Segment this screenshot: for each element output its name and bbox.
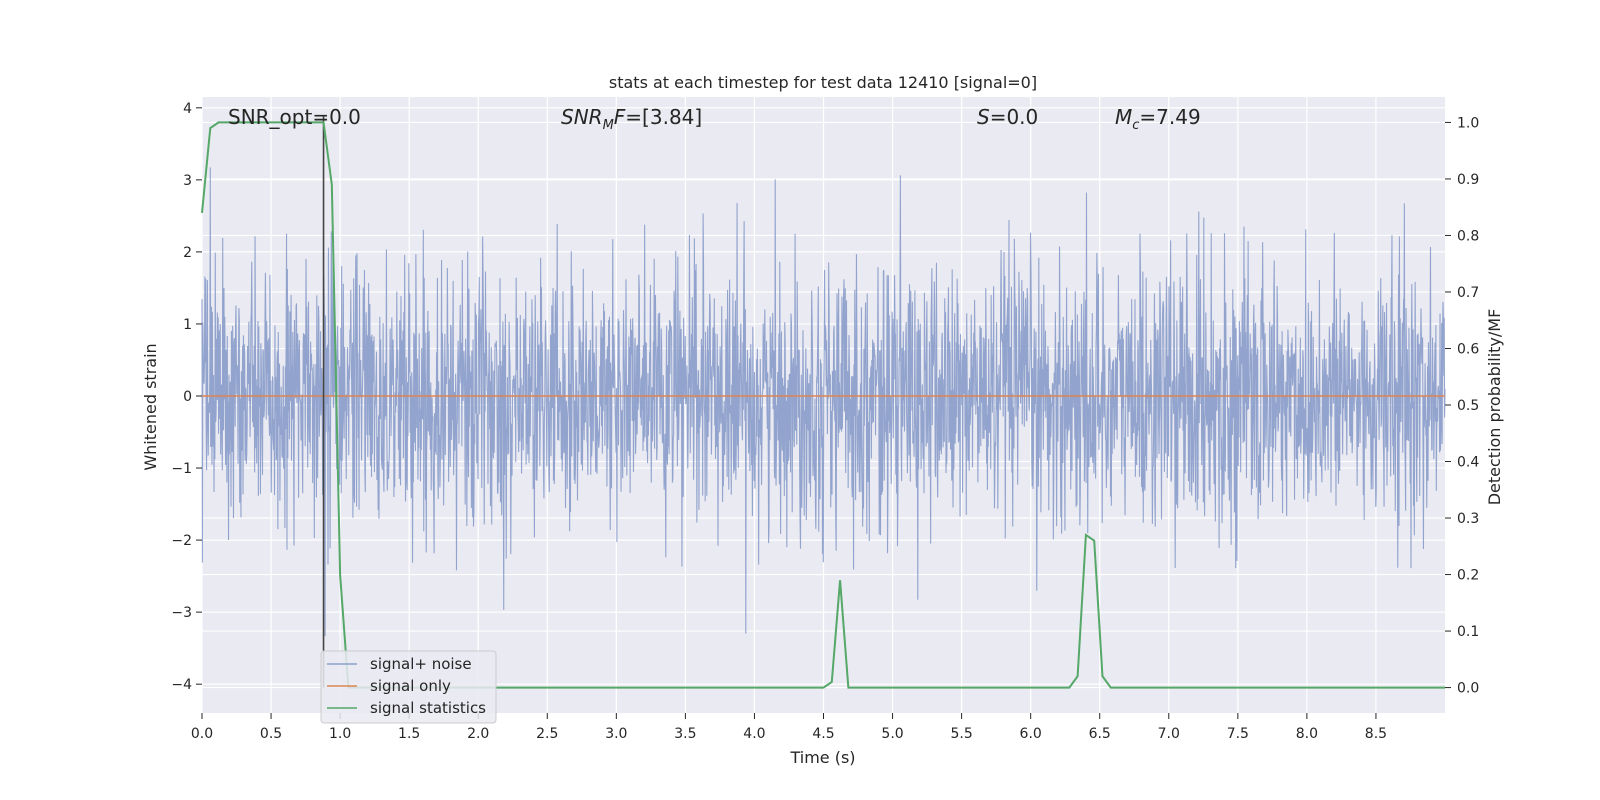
x-tick-label-5: 2.5 (536, 726, 558, 742)
snr-mf-value: =[3.84] (625, 105, 702, 129)
legend-label-noise: signal+ noise (370, 655, 472, 673)
s-value: =0.0 (990, 105, 1039, 129)
y2-tick-label-9: 0.9 (1457, 172, 1479, 188)
y-tick-label-7: 3 (183, 173, 192, 189)
x-tick-label-0: 0.0 (191, 726, 213, 742)
y-tick-label-6: 2 (183, 245, 192, 261)
y-tick-label-1: −3 (171, 605, 192, 621)
x-tick-label-4: 2.0 (467, 726, 489, 742)
y2-tick-label-2: 0.2 (1457, 568, 1479, 584)
x-tick-label-11: 5.5 (950, 726, 972, 742)
snr-mf-italic: SNR (561, 105, 603, 129)
x-tick-label-6: 3.0 (605, 726, 627, 742)
x-tick-label-10: 5.0 (881, 726, 903, 742)
y2-tick-label-4: 0.4 (1457, 455, 1479, 471)
x-tick-label-8: 4.0 (743, 726, 765, 742)
x-tick-label-17: 8.5 (1365, 726, 1387, 742)
y-axis-label: Whitened strain (141, 343, 160, 470)
snr-mf-italic2: F (614, 105, 626, 129)
snr-opt-annotation: SNR_opt=0.0 (228, 105, 361, 129)
y2-tick-label-5: 0.5 (1457, 398, 1479, 414)
y2-tick-label-0: 0.0 (1457, 681, 1479, 697)
legend-label-stats: signal statistics (370, 699, 486, 717)
y-tick-label-2: −2 (171, 533, 192, 549)
x-tick-label-9: 4.5 (812, 726, 834, 742)
y2-tick-label-8: 0.8 (1457, 228, 1479, 244)
y2-tick-label-6: 0.6 (1457, 341, 1479, 357)
chart-title: stats at each timestep for test data 124… (609, 73, 1037, 92)
x-axis-label: Time (s) (789, 748, 855, 767)
snr-mf-annotation: SNRMF=[3.84] (561, 105, 702, 133)
x-tick-label-13: 6.5 (1089, 726, 1111, 742)
mc-value: =7.49 (1139, 105, 1200, 129)
series-noise-line (201, 167, 1446, 637)
series-statistics-line (201, 121, 1445, 689)
legend-label-signal: signal only (370, 677, 451, 695)
y2-axis-label: Detection probability/MF (1485, 309, 1504, 506)
x-tick-label-12: 6.0 (1020, 726, 1042, 742)
y2-tick-label-3: 0.3 (1457, 511, 1479, 527)
y-tick-label-0: −4 (171, 677, 192, 693)
y-tick-label-4: 0 (183, 389, 192, 405)
s-annotation: S=0.0 (977, 105, 1038, 129)
mc-italic: M (1115, 105, 1132, 129)
mc-sub: c (1132, 118, 1139, 133)
y-tick-label-5: 1 (183, 317, 192, 333)
x-tick-label-14: 7.0 (1158, 726, 1180, 742)
x-tick-label-1: 0.5 (260, 726, 282, 742)
x-tick-label-16: 8.0 (1296, 726, 1318, 742)
y2-tick-label-10: 1.0 (1457, 115, 1479, 131)
legend: signal+ noise signal only signal statist… (320, 650, 497, 724)
y2-tick-label-7: 0.7 (1457, 285, 1479, 301)
y2-tick-label-1: 0.1 (1457, 624, 1479, 640)
legend-box (320, 650, 497, 724)
x-tick-label-15: 7.5 (1227, 726, 1249, 742)
s-italic: S (977, 105, 990, 129)
mc-annotation: Mc=7.49 (1115, 105, 1201, 133)
x-tick-label-2: 1.0 (329, 726, 351, 742)
x-tick-label-7: 3.5 (674, 726, 696, 742)
y-tick-label-8: 4 (183, 101, 192, 117)
snr-mf-sub: M (603, 118, 614, 133)
x-tick-label-3: 1.5 (398, 726, 420, 742)
y-tick-label-3: −1 (171, 461, 192, 477)
